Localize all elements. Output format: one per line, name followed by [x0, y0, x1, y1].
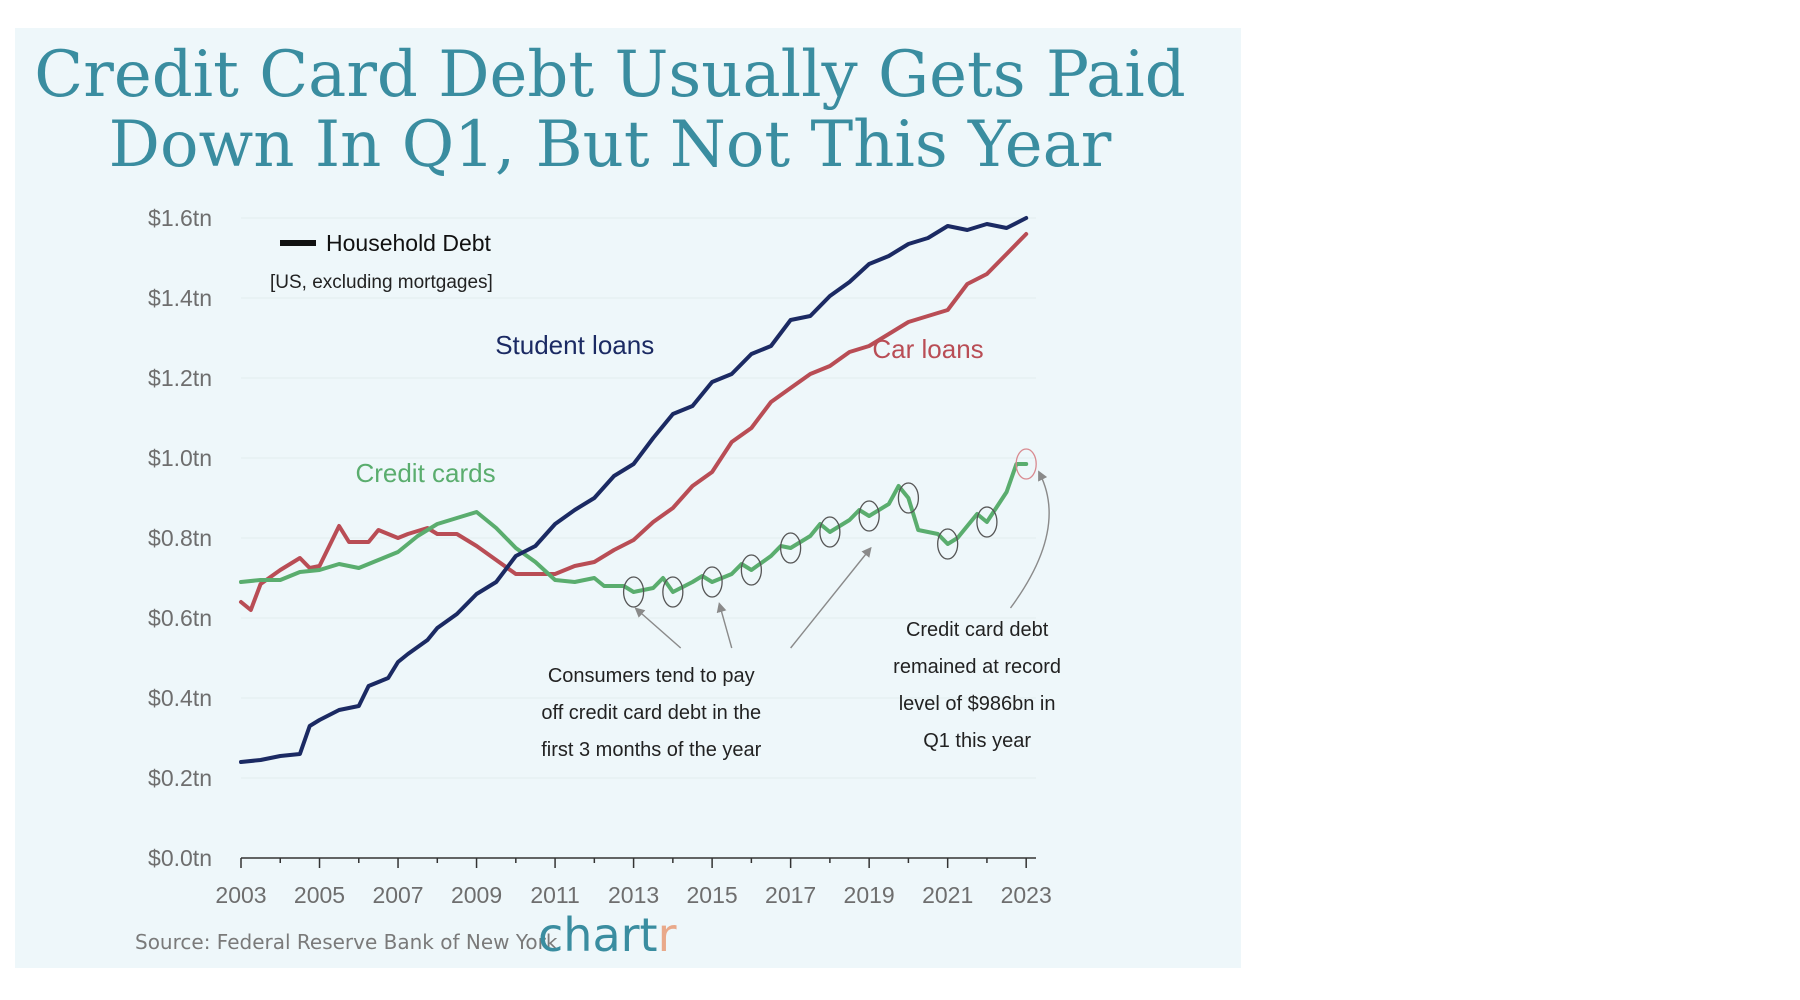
brand-accent: r — [657, 908, 677, 962]
x-tick-label: 2015 — [687, 882, 738, 908]
annotation-line: remained at record — [893, 656, 1061, 678]
chart-title: Credit Card Debt Usually Gets Paid Down … — [15, 40, 1205, 180]
q1-markers — [622, 448, 1037, 608]
series-label: Student loans — [495, 330, 654, 360]
x-tick-label: 2017 — [765, 882, 816, 908]
series-layer — [239, 216, 1029, 764]
brand-logo: chartr — [538, 908, 677, 962]
annotation-arrow — [790, 546, 872, 649]
x-tick-label: 2021 — [922, 882, 973, 908]
annotation-line: level of $986bn in — [899, 693, 1056, 715]
y-tick-label: $0.2tn — [148, 765, 212, 791]
q1-marker — [740, 554, 763, 586]
y-tick-label: $1.2tn — [148, 365, 212, 391]
y-tick-label: $1.6tn — [148, 205, 212, 231]
y-tick-label: $0.0tn — [148, 845, 212, 871]
legend-swatch — [280, 240, 316, 246]
x-tick-label: 2011 — [530, 882, 579, 908]
title-line-1: Credit Card Debt Usually Gets Paid — [34, 38, 1186, 112]
annotation-arrow-record — [1009, 470, 1050, 609]
q1-marker — [937, 528, 959, 560]
q1-marker — [701, 566, 723, 598]
series-label: Car loans — [872, 334, 983, 364]
series-line-car-loans — [239, 232, 1029, 612]
annotation-line: Consumers tend to pay — [548, 665, 755, 687]
y-tick-label: $1.4tn — [148, 285, 212, 311]
q1-marker-highlight — [1015, 448, 1037, 480]
y-tick-label: $0.8tn — [148, 525, 212, 551]
x-tick-label: 2023 — [1001, 882, 1052, 908]
annotation-line: Credit card debt — [906, 619, 1049, 641]
q1-marker — [819, 516, 841, 548]
title-line-2: Down In Q1, But Not This Year — [108, 108, 1112, 182]
y-tick-label: $1.0tn — [148, 445, 212, 471]
annotation-line: off credit card debt in the — [541, 702, 761, 724]
series-line-student-loans — [239, 216, 1029, 764]
series-label: Credit cards — [355, 458, 495, 488]
q1-marker — [622, 576, 645, 608]
x-tick-label: 2019 — [844, 882, 895, 908]
q1-marker — [779, 532, 802, 564]
source-note: Source: Federal Reserve Bank of New York — [135, 930, 558, 954]
y-axis: $0.0tn $0.2tn $0.4tn $0.6tn $0.8tn $1.0tn $1.2… — [148, 205, 212, 871]
series-line-credit-cards — [239, 462, 1029, 594]
annotation-arrow — [716, 602, 733, 649]
x-tick-label: 2013 — [608, 882, 659, 908]
q1-marker — [662, 576, 684, 608]
annotation-line: Q1 this year — [923, 730, 1031, 752]
legend-subtitle: [US, excluding mortgages] — [270, 272, 493, 293]
y-tick-label: $0.4tn — [148, 685, 212, 711]
annotation-arrow — [634, 607, 682, 649]
legend: Household Debt [US, excluding mortgages] — [270, 230, 493, 293]
x-tick-label: 2003 — [215, 882, 266, 908]
legend-title: Household Debt — [326, 230, 492, 256]
q1-marker — [858, 500, 880, 532]
q1-marker — [976, 506, 998, 538]
series-labels: Student loans Car loans Credit cards — [355, 330, 983, 488]
x-tick-label: 2007 — [372, 882, 423, 908]
annotations: Consumers tend to pay off credit card deb… — [541, 470, 1061, 761]
x-tick-label: 2005 — [294, 882, 345, 908]
q1-marker — [897, 482, 920, 514]
x-axis: 2003 2005 2007 2009 2011 2013 2015 2017 2019 2021… — [215, 857, 1052, 908]
x-tick-label: 2009 — [451, 882, 502, 908]
brand-main: chart — [538, 908, 658, 962]
annotation-line: first 3 months of the year — [541, 739, 761, 761]
y-tick-label: $0.6tn — [148, 605, 212, 631]
chart-card — [15, 28, 1241, 968]
